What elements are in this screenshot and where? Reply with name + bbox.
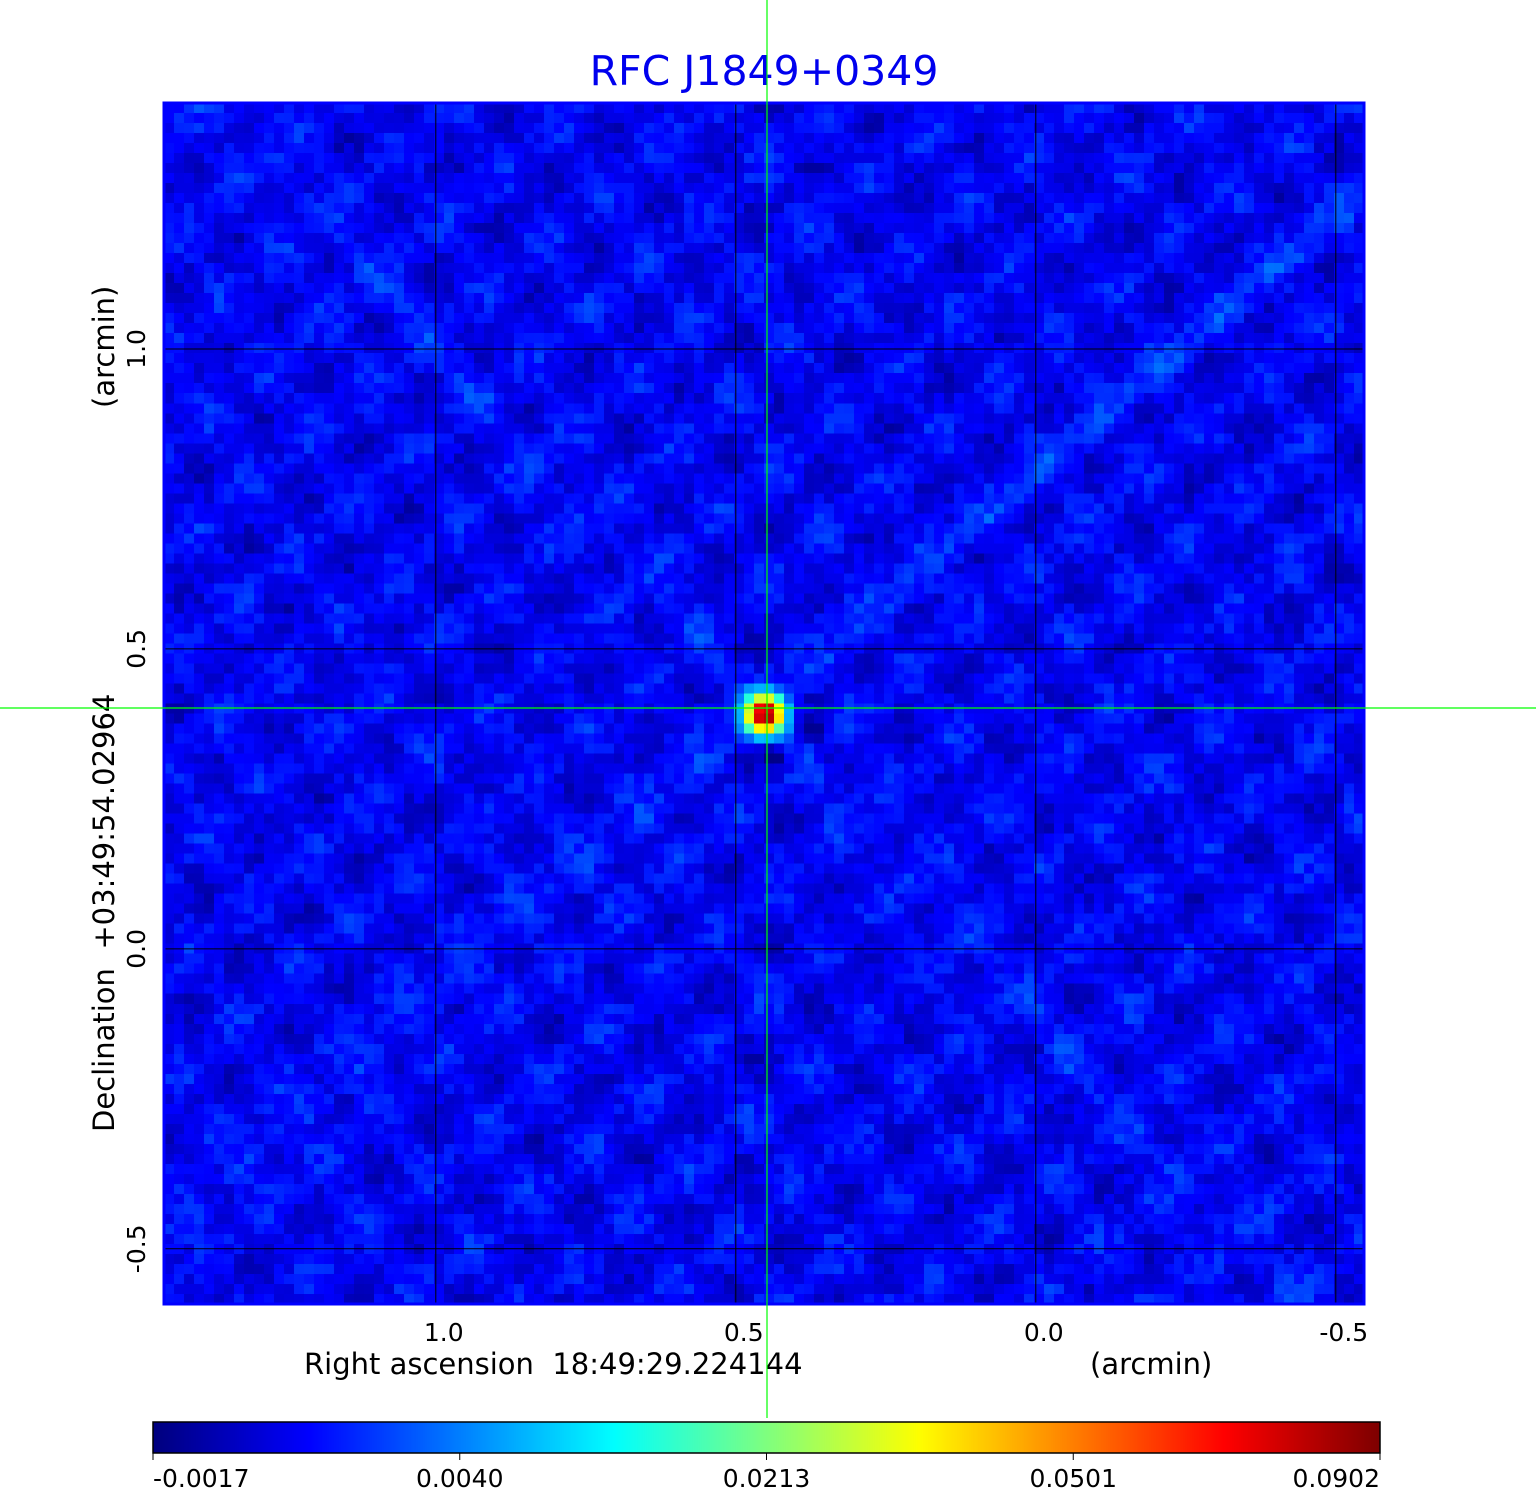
colorbar-tick-label: 0.0501 <box>1030 1464 1117 1493</box>
y-tick-label: 0.0 <box>122 929 151 969</box>
y-axis-unit: (arcmin) <box>87 286 121 408</box>
colorbar-frame <box>152 1421 1381 1454</box>
colorbar-tick-label: 0.0902 <box>1293 1464 1380 1493</box>
x-axis-label: Right ascension 18:49:29.224144 <box>304 1347 803 1381</box>
y-tick-label: 1.0 <box>122 329 151 369</box>
chart-title: RFC J1849+0349 <box>590 47 939 95</box>
y-tick-label: -0.5 <box>122 1224 151 1273</box>
plot-frame <box>162 101 1366 1306</box>
radio-image-heatmap <box>164 103 1364 1304</box>
y-axis-label: Declination +03:49:54.02964 <box>87 694 121 1132</box>
y-tick-label: 0.5 <box>122 629 151 669</box>
x-tick-label: 0.0 <box>1024 1318 1064 1347</box>
colorbar-tick-label: 0.0040 <box>416 1464 503 1493</box>
x-tick-label: 1.0 <box>424 1318 464 1347</box>
x-axis-unit: (arcmin) <box>1090 1347 1212 1381</box>
y-tick-labels: 1.0 0.5 0.0 -0.5 <box>122 329 151 1273</box>
grid-lines <box>164 103 1364 1304</box>
colorbar-ticks: -0.0017 0.0040 0.0213 0.0501 0.0902 <box>152 1453 1381 1493</box>
colorbar-tick-label: -0.0017 <box>153 1464 250 1493</box>
colorbar-tick-label: 0.0213 <box>723 1464 810 1493</box>
x-tick-labels: 1.0 0.5 0.0 -0.5 <box>424 1318 1368 1347</box>
colorbar <box>153 1422 1380 1453</box>
x-tick-label: 0.5 <box>724 1318 764 1347</box>
x-tick-label: -0.5 <box>1319 1318 1368 1347</box>
